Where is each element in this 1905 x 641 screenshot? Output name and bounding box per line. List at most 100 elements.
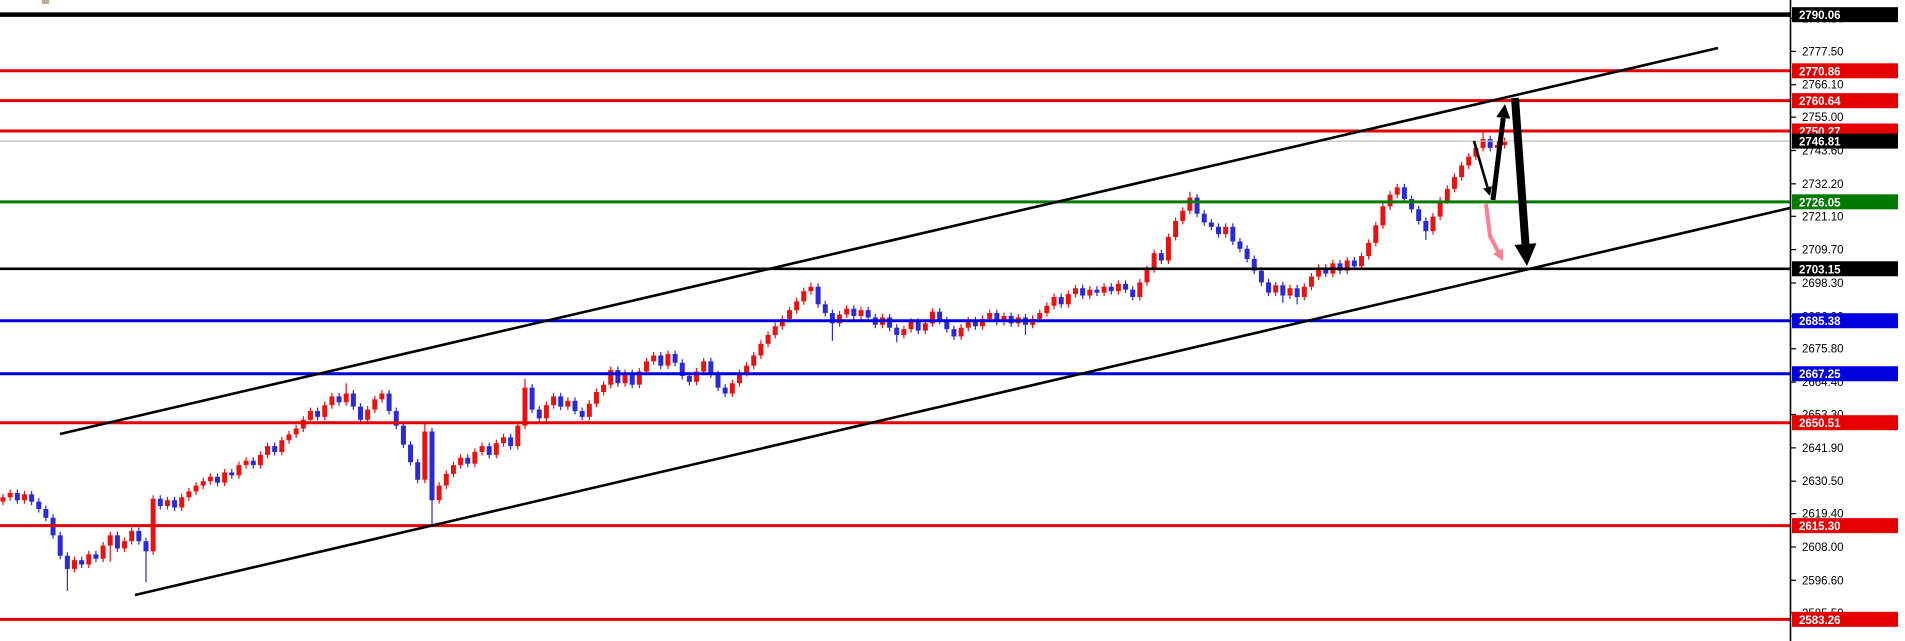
candle-body: [1394, 187, 1400, 195]
candle-body: [644, 361, 649, 372]
candle-body: [1437, 200, 1443, 217]
candle-body: [100, 545, 106, 559]
candle-body: [479, 446, 485, 452]
candle-body: [865, 310, 871, 318]
axis-tick-label: 2755.00: [1802, 112, 1844, 124]
candle-body: [315, 411, 321, 417]
candle-body: [1151, 253, 1157, 270]
axis-tick-label: 2630.50: [1802, 476, 1844, 488]
candle-body: [922, 323, 928, 331]
candle-body: [551, 396, 557, 406]
price-badge-2726.05: [1792, 194, 1898, 210]
projection-drop-arrow-head[interactable]: [1514, 243, 1537, 266]
candle-body: [615, 370, 621, 384]
candle-body: [1244, 248, 1250, 259]
candle-body: [958, 327, 964, 337]
candle-body: [72, 560, 77, 569]
candle-body: [701, 361, 707, 372]
candle-body: [21, 494, 27, 501]
candle-body: [1173, 220, 1179, 238]
candle-body: [1280, 285, 1286, 296]
candle-body: [1444, 188, 1450, 201]
candle-body: [272, 446, 278, 452]
candle-body: [636, 371, 642, 385]
candle-body: [307, 411, 313, 420]
candle-body: [243, 460, 249, 466]
candle-body: [1037, 313, 1043, 319]
candle-body: [236, 465, 242, 476]
candle-body: [372, 399, 378, 410]
candle-body: [107, 535, 113, 546]
candle-body: [565, 400, 571, 407]
candle-body: [1273, 285, 1279, 293]
price-badge-label: 2615.30: [1799, 521, 1841, 533]
candle-body: [1194, 197, 1200, 214]
candle-body: [1230, 226, 1236, 242]
alt-drop-arrow[interactable]: [1484, 203, 1500, 253]
candle-body: [0, 497, 6, 502]
candle-body: [64, 555, 70, 569]
price-badge-label: 2650.51: [1799, 418, 1841, 430]
axis-tick-label: 2721.10: [1802, 211, 1844, 223]
projection-rally-arrow-head[interactable]: [1496, 104, 1511, 119]
axis-tick-label: 2766.10: [1802, 80, 1844, 92]
candle-body: [114, 535, 120, 549]
candle-body: [1409, 199, 1415, 210]
candle-body: [458, 457, 464, 466]
projection-rally-arrow[interactable]: [1490, 117, 1506, 201]
price-badge-label: 2746.81: [1799, 137, 1841, 149]
candle-body: [207, 476, 213, 482]
candle-body: [279, 440, 285, 452]
candle-body: [815, 286, 821, 305]
candle-body: [1216, 226, 1221, 235]
candle-body: [1223, 226, 1229, 235]
candle-body: [422, 431, 428, 480]
candle-body: [586, 403, 592, 417]
projection-pullback-arrow-head[interactable]: [1483, 186, 1492, 196]
price-badge-2685.38: [1792, 313, 1898, 329]
channel-upper[interactable]: [59, 46, 1719, 436]
candle-body: [1308, 276, 1314, 287]
candle-body: [343, 393, 349, 403]
candle-body: [765, 335, 771, 344]
candle-body: [429, 431, 435, 501]
alt-drop-arrow-head[interactable]: [1493, 248, 1503, 261]
price-badge-label: 2790.06: [1799, 10, 1841, 22]
candle-body: [744, 365, 750, 374]
candle-body: [14, 492, 20, 501]
candle-body: [951, 329, 957, 337]
channel-lower[interactable]: [134, 206, 1791, 597]
candle-body: [257, 454, 263, 466]
price-badge-2703.15: [1792, 261, 1898, 277]
candle-body: [1301, 286, 1307, 297]
candle-body: [1115, 283, 1121, 292]
price-badge-2667.25: [1792, 366, 1898, 382]
candle-body: [329, 396, 335, 406]
candle-body: [1208, 222, 1214, 227]
candle-body: [1094, 289, 1100, 293]
candle-body: [136, 530, 142, 542]
candle-body: [908, 321, 914, 330]
candle-body: [286, 434, 292, 441]
candle-body: [1258, 270, 1264, 283]
candle-body: [86, 554, 92, 565]
price-badge-label: 2770.86: [1799, 66, 1841, 78]
candle-body: [1101, 286, 1107, 293]
price-badge-2583.26: [1792, 611, 1898, 627]
candle-body: [543, 405, 549, 419]
candle-body: [29, 494, 35, 502]
projection-pullback-arrow[interactable]: [1472, 140, 1489, 188]
candle-body: [293, 428, 299, 435]
candle-body: [379, 393, 385, 400]
axis-tick-label: 2641.90: [1802, 443, 1844, 455]
candle-body: [894, 327, 900, 336]
candle-body: [336, 396, 342, 403]
candle-body: [1451, 177, 1457, 189]
candle-body: [415, 462, 421, 480]
candle-body: [1323, 267, 1329, 274]
candle-body: [1487, 139, 1493, 148]
candle-body: [1087, 289, 1093, 296]
projection-drop-arrow[interactable]: [1511, 97, 1530, 245]
